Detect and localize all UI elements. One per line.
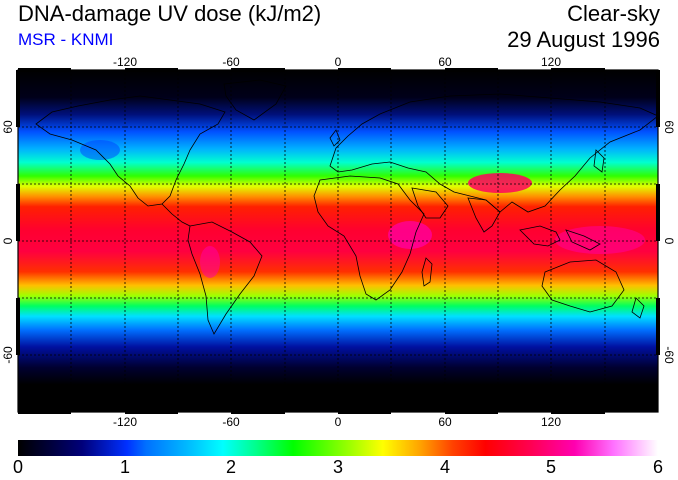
lon-tick-top: 120 bbox=[541, 55, 561, 69]
coastlines bbox=[35, 79, 658, 335]
lon-tick-top: -60 bbox=[222, 55, 240, 69]
coastline-japan bbox=[593, 149, 605, 173]
lon-tick-top: 0 bbox=[335, 55, 342, 69]
lat-ticks-right: 60 0 -60 bbox=[662, 120, 676, 364]
colorbar-label: 3 bbox=[332, 457, 344, 477]
lon-tick-bottom: 120 bbox=[541, 415, 561, 429]
sky-condition: Clear-sky bbox=[567, 1, 660, 26]
lon-ticks-bottom: -120 -60 0 60 120 bbox=[113, 415, 561, 429]
lon-tick-bottom: 0 bbox=[335, 415, 342, 429]
coastline-greenland bbox=[223, 79, 287, 121]
coastline-arabia bbox=[411, 187, 449, 219]
graticule bbox=[18, 70, 658, 412]
lon-tick-bottom: -120 bbox=[113, 415, 137, 429]
map-date: 29 August 1996 bbox=[507, 27, 660, 52]
coastline-southeast-asia-islands bbox=[519, 225, 601, 251]
lon-tick-top: -120 bbox=[113, 55, 137, 69]
colorbar-label: 5 bbox=[545, 457, 557, 477]
coastline-south-america bbox=[187, 221, 263, 335]
colorbar-label: 2 bbox=[225, 457, 237, 477]
coastline-uk bbox=[329, 129, 341, 147]
lat-tick-left: 0 bbox=[1, 237, 15, 244]
coastline-north-america bbox=[35, 95, 226, 207]
coastline-india bbox=[467, 197, 501, 233]
colorbar-label: 0 bbox=[12, 457, 24, 477]
lon-tick-bottom: -60 bbox=[222, 415, 240, 429]
colorbar-label: 1 bbox=[119, 457, 131, 477]
map-title: DNA-damage UV dose (kJ/m2) bbox=[18, 1, 322, 26]
colorbar bbox=[18, 440, 658, 456]
lat-tick-right: 0 bbox=[662, 238, 676, 245]
lat-ticks-left: 60 0 -60 bbox=[1, 120, 15, 364]
lat-tick-left: -60 bbox=[1, 346, 15, 364]
lat-tick-right: -60 bbox=[662, 346, 676, 364]
uv-anomalies bbox=[80, 140, 645, 278]
lat-tick-right: 60 bbox=[662, 120, 676, 134]
coastline-europe-asia bbox=[329, 93, 658, 213]
coastline-central-america bbox=[161, 203, 191, 227]
colorbar-label: 6 bbox=[652, 457, 664, 477]
lon-tick-top: 60 bbox=[438, 55, 452, 69]
coastline-new-zealand bbox=[631, 297, 645, 319]
lon-tick-bottom: 60 bbox=[438, 415, 452, 429]
coastline-australia bbox=[541, 259, 625, 313]
coastline-madagascar bbox=[421, 257, 433, 287]
lon-ticks-top: -120 -60 0 60 120 bbox=[113, 55, 561, 69]
map-subtitle: MSR - KNMI bbox=[18, 30, 114, 49]
lat-tick-left: 60 bbox=[1, 120, 15, 134]
colorbar-label: 4 bbox=[439, 457, 451, 477]
map-frame bbox=[16, 68, 660, 414]
